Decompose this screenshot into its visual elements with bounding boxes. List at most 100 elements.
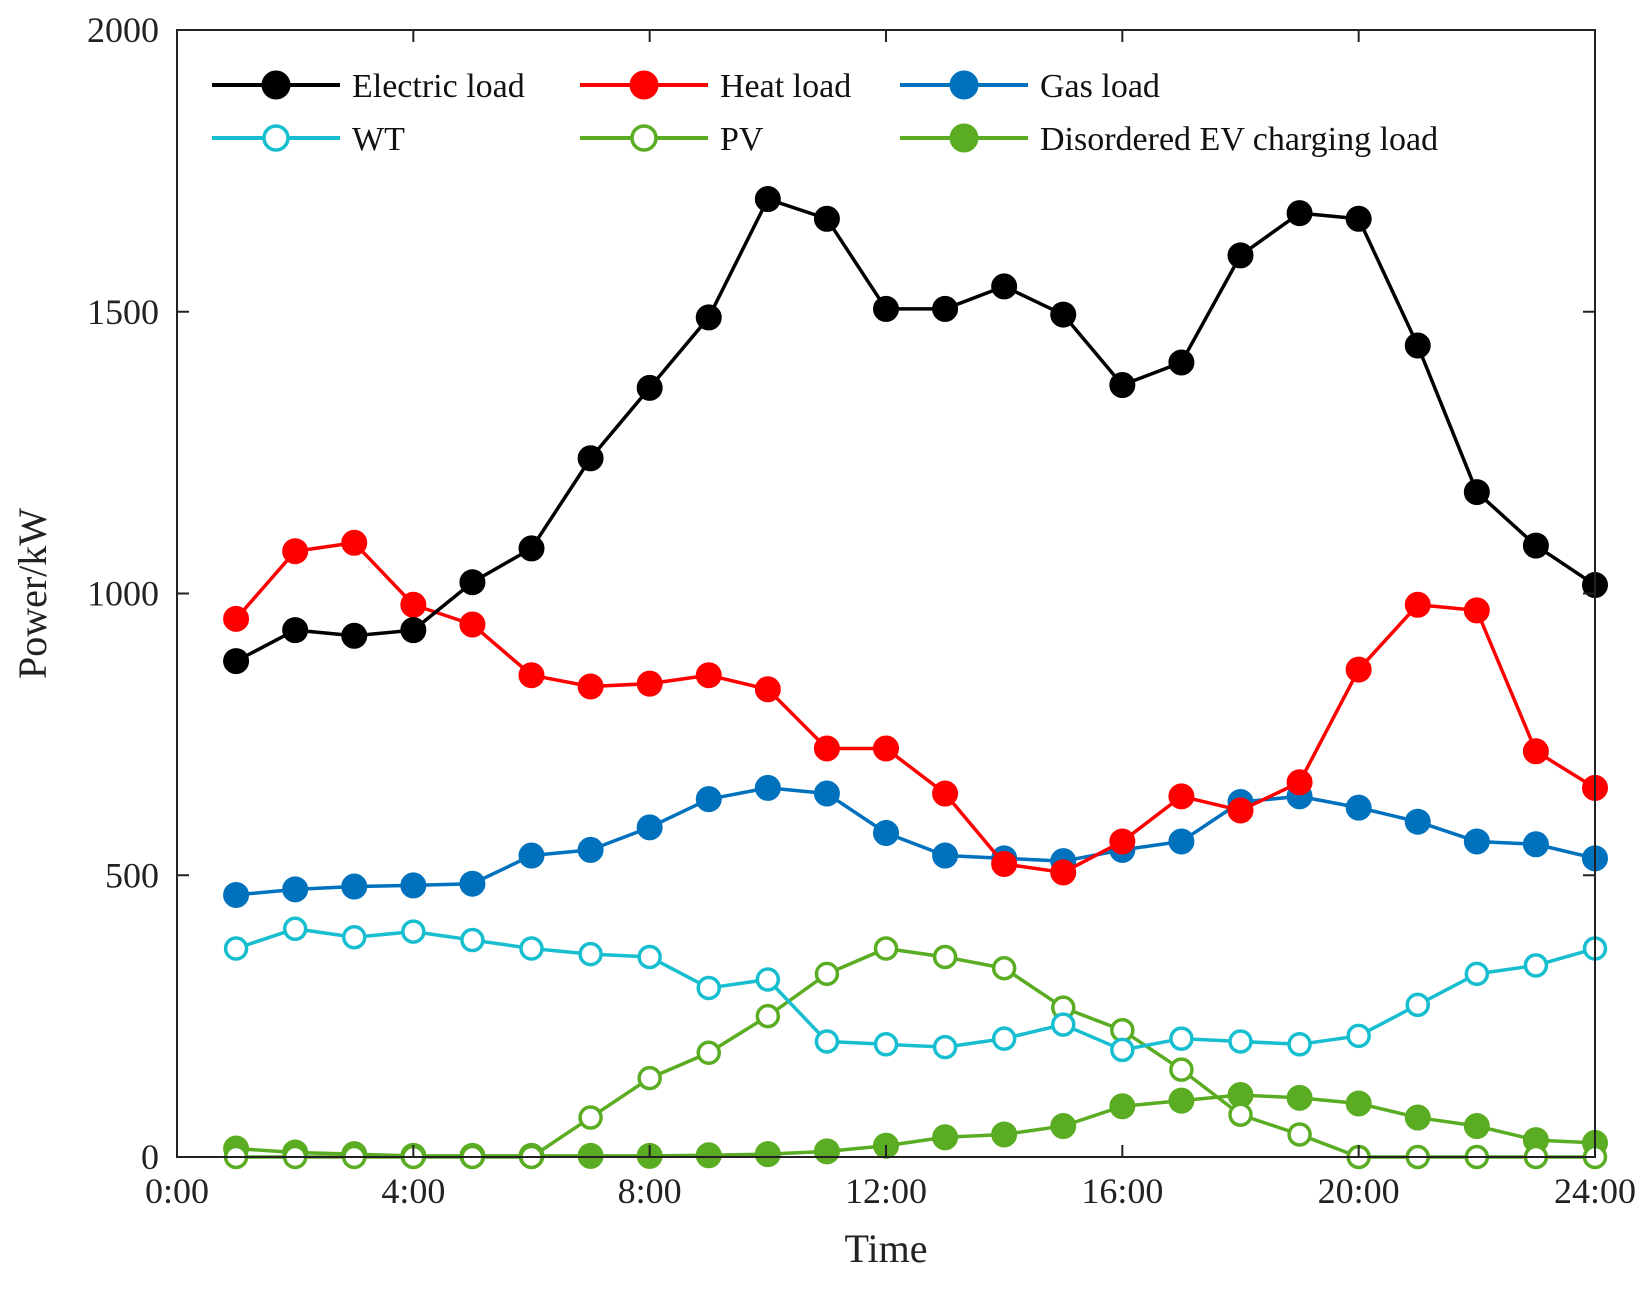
x-axis-title: Time — [844, 1226, 927, 1271]
x-tick-label: 24:00 — [1554, 1171, 1636, 1211]
data-point-gas-load — [754, 774, 781, 801]
data-point-disordered-ev-charging-load — [932, 1124, 959, 1151]
data-point-wt — [696, 975, 721, 1001]
data-point-wt — [460, 927, 485, 953]
legend-swatch-marker — [630, 124, 658, 152]
data-point-heat-load — [518, 662, 545, 689]
x-tick-label: 20:00 — [1318, 1171, 1400, 1211]
data-point-heat-load — [991, 850, 1018, 877]
data-point-electric-load — [1227, 242, 1254, 269]
legend-swatch-marker — [262, 124, 290, 152]
legend: Electric load Heat load Gas load WT PV Disord… — [212, 68, 1438, 158]
data-point-pv — [873, 936, 899, 961]
data-point-pv — [578, 1105, 603, 1130]
series-gas-load — [223, 774, 1608, 908]
series-layer — [223, 186, 1608, 1170]
data-point-electric-load — [636, 374, 663, 401]
legend-swatch-marker — [949, 70, 979, 100]
data-point-electric-load — [577, 445, 604, 472]
legend-swatch-marker — [629, 70, 659, 100]
data-point-gas-load — [1168, 828, 1195, 855]
data-point-gas-load — [459, 870, 486, 897]
data-point-heat-load — [1168, 783, 1195, 810]
legend-label: Heat load — [720, 68, 851, 105]
data-point-electric-load — [459, 569, 486, 596]
y-tick-label: 2000 — [87, 10, 159, 50]
data-point-wt — [1051, 1012, 1076, 1037]
data-point-disordered-ev-charging-load — [754, 1141, 781, 1168]
data-point-disordered-ev-charging-load — [1345, 1090, 1372, 1117]
legend-label: Disordered EV charging load — [1040, 121, 1438, 158]
data-point-electric-load — [400, 617, 427, 644]
data-point-disordered-ev-charging-load — [577, 1142, 604, 1169]
data-point-pv — [932, 944, 958, 970]
data-point-wt — [1523, 953, 1549, 978]
legend-label: Gas load — [1040, 68, 1160, 105]
data-point-gas-load — [932, 842, 959, 869]
data-point-electric-load — [1404, 332, 1431, 359]
data-point-electric-load — [695, 304, 722, 331]
x-tick-label: 4:00 — [381, 1171, 445, 1211]
data-point-heat-load — [282, 538, 309, 565]
data-point-heat-load — [1227, 797, 1254, 824]
data-point-wt — [755, 967, 781, 992]
data-point-wt — [282, 916, 308, 942]
data-point-gas-load — [1522, 831, 1549, 858]
data-point-pv — [1169, 1057, 1194, 1082]
data-point-disordered-ev-charging-load — [695, 1142, 722, 1169]
series-wt — [223, 916, 1608, 1063]
data-point-wt — [578, 941, 603, 967]
data-point-electric-load — [1050, 301, 1077, 328]
data-point-gas-load — [518, 842, 545, 869]
legend-label: PV — [720, 121, 764, 158]
data-point-electric-load — [1109, 372, 1136, 399]
data-point-heat-load — [341, 529, 368, 556]
data-point-wt — [991, 1026, 1017, 1051]
data-point-gas-load — [695, 786, 722, 813]
data-point-gas-load — [577, 836, 604, 863]
data-point-heat-load — [577, 673, 604, 700]
data-point-disordered-ev-charging-load — [813, 1138, 840, 1165]
data-point-wt — [1169, 1026, 1194, 1051]
data-point-heat-load — [1109, 828, 1136, 855]
data-point-disordered-ev-charging-load — [1050, 1113, 1077, 1140]
legend-item-wt: WT — [212, 121, 405, 158]
data-point-wt — [519, 936, 544, 961]
y-tick-label: 0 — [141, 1137, 159, 1177]
data-point-pv — [696, 1040, 721, 1066]
data-point-pv — [814, 961, 840, 987]
data-point-wt — [223, 936, 249, 961]
legend-item-electric-load: Electric load — [212, 68, 525, 105]
data-point-heat-load — [813, 735, 840, 762]
data-point-pv — [1287, 1122, 1312, 1147]
data-point-wt — [1110, 1037, 1135, 1063]
data-point-electric-load — [932, 295, 959, 322]
data-point-disordered-ev-charging-load — [1109, 1093, 1136, 1120]
ticks-layer: 0:00 4:00 8:00 12:00 16:00 20:00 24:00 0 500 1000… — [87, 10, 1636, 1211]
data-point-electric-load — [1522, 532, 1549, 559]
data-point-wt — [401, 919, 426, 944]
data-point-gas-load — [636, 814, 663, 841]
series-heat-load — [223, 529, 1608, 886]
legend-item-pv: PV — [580, 121, 764, 158]
data-point-disordered-ev-charging-load — [1168, 1087, 1195, 1114]
data-point-disordered-ev-charging-load — [1286, 1084, 1313, 1111]
data-point-gas-load — [341, 873, 368, 900]
data-point-heat-load — [459, 611, 486, 638]
data-point-electric-load — [341, 622, 368, 649]
x-tick-label: 16:00 — [1081, 1171, 1163, 1211]
data-point-gas-load — [813, 780, 840, 807]
legend-swatch-marker — [949, 123, 979, 153]
data-point-gas-load — [873, 819, 899, 846]
y-axis-title: Power/kW — [10, 508, 55, 679]
series-electric-load — [223, 186, 1608, 675]
x-tick-label: 0:00 — [145, 1171, 209, 1211]
data-point-heat-load — [1345, 656, 1372, 683]
data-point-heat-load — [1050, 859, 1077, 886]
data-point-heat-load — [754, 676, 781, 703]
data-point-heat-load — [400, 591, 427, 618]
data-point-heat-load — [1404, 591, 1431, 618]
legend-swatch-marker — [261, 70, 291, 100]
